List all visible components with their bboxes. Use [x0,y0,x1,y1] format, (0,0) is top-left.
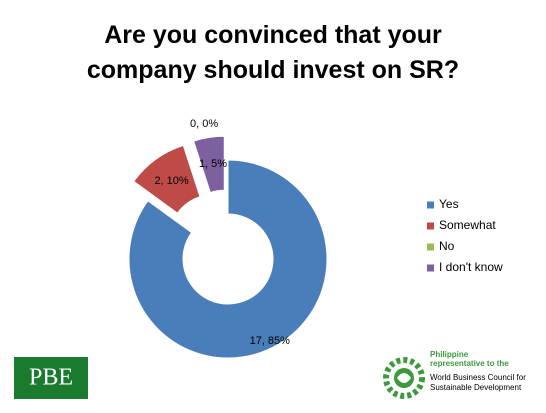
wbcsd-tagline: Philippine [430,350,469,359]
legend-swatch [427,243,434,251]
slice [193,135,225,194]
legend-label: No [439,239,455,253]
legend-label: I don't know [439,260,503,274]
legend-swatch [427,201,434,209]
legend-label: Yes [439,197,459,211]
pbe-logo [14,357,88,399]
slice [128,159,328,359]
data-label: 2, 10% [154,175,188,187]
pbe-text: PBE [29,365,73,391]
data-label: 17, 85% [250,335,291,347]
legend-label: Somewhat [439,218,496,232]
data-label: 0, 0% [190,118,218,130]
data-label: 1, 5% [199,158,227,170]
slice [133,144,201,214]
wbcsd-tagline: representative to the [430,359,509,368]
wbcsd-icon [383,357,425,399]
wbcsd-name: World Business Council for [430,373,526,382]
wbcsd-name: Sustainable Development [430,383,522,392]
legend-swatch [427,222,434,230]
chart-title: Are you convinced that your company shou… [86,21,460,84]
slice [196,164,215,217]
legend-swatch [427,264,434,272]
